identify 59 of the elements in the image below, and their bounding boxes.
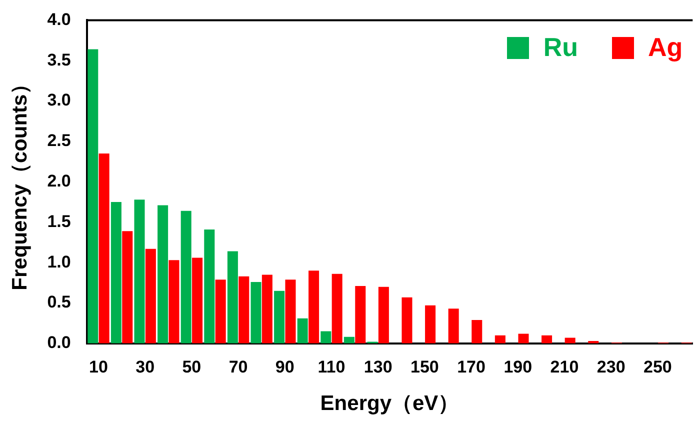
bar	[402, 297, 412, 344]
bar	[494, 335, 506, 344]
bar	[215, 280, 226, 344]
bar	[180, 210, 192, 344]
bar	[145, 248, 156, 344]
bar	[274, 290, 285, 344]
bar	[564, 338, 576, 344]
x-tick-label: 10	[89, 357, 108, 376]
y-tick-label: 0.0	[47, 333, 71, 352]
y-tick-label: 2.0	[47, 171, 71, 190]
y-tick-label: 3.0	[47, 90, 71, 110]
x-tick-label: 90	[275, 357, 294, 376]
bar	[355, 286, 366, 344]
bar	[192, 258, 203, 344]
x-tick-label: 170	[457, 357, 486, 376]
bar	[238, 276, 250, 344]
y-tick-label: 2.5	[47, 131, 71, 150]
bar	[285, 280, 296, 344]
bar	[110, 202, 122, 344]
bar	[378, 286, 389, 344]
bar	[204, 229, 215, 344]
bar	[262, 274, 272, 344]
bar	[98, 154, 110, 344]
y-tick-label: 4.0	[47, 10, 71, 29]
bar	[425, 305, 436, 344]
bar	[250, 282, 262, 344]
x-tick-label: 150	[410, 357, 439, 376]
bar	[448, 308, 459, 344]
bar	[472, 320, 482, 344]
x-tick-label: 70	[228, 357, 248, 376]
bar	[158, 205, 168, 344]
bar	[542, 335, 552, 344]
bar	[88, 49, 98, 344]
bar	[332, 274, 342, 344]
legend-label: Ru	[543, 32, 578, 64]
x-tick-label: 110	[318, 357, 346, 376]
x-tick-label: 130	[364, 357, 392, 376]
x-tick-label: 50	[182, 357, 202, 376]
y-tick-label: 0.5	[47, 292, 71, 312]
bar	[320, 331, 332, 344]
x-tick-label: 190	[504, 357, 532, 376]
x-tick-label: 30	[136, 357, 155, 376]
bar	[518, 334, 529, 344]
bar	[168, 260, 180, 344]
bar	[227, 251, 238, 344]
y-axis-title: Frequency（counts）	[8, 73, 32, 290]
x-tick-label: 230	[596, 357, 626, 376]
y-tick-label: 1.0	[47, 252, 71, 272]
x-tick-label: 250	[644, 357, 672, 376]
x-axis-title: Energy（eV）	[320, 392, 460, 416]
legend-label: Ag	[648, 32, 683, 64]
bar	[344, 336, 354, 344]
bar	[308, 270, 320, 344]
y-tick-label: 3.5	[47, 50, 71, 70]
x-tick-label: 210	[550, 357, 579, 376]
bar	[297, 318, 308, 344]
bar	[134, 200, 145, 344]
bar	[122, 231, 133, 344]
y-tick-label: 1.5	[47, 212, 71, 231]
